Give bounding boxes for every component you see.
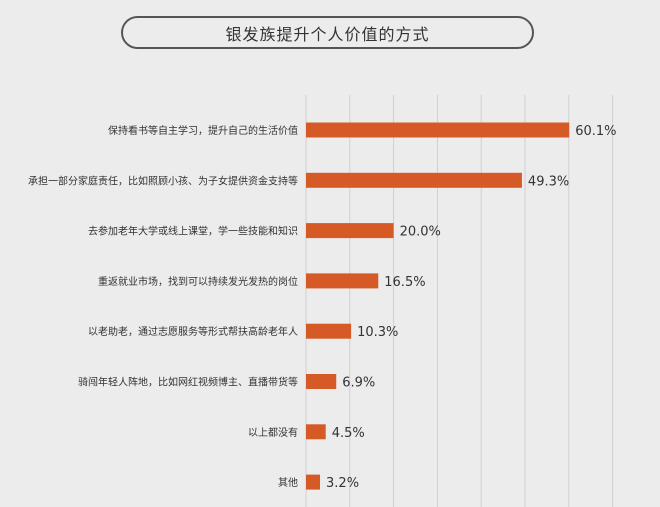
value-label: 60.1% — [575, 124, 616, 139]
category-label: 保持看书等自主学习，提升自己的生活价值 — [108, 124, 298, 137]
category-label: 承担一部分家庭责任，比如照顾小孩、为子女提供资金支持等 — [28, 174, 298, 187]
bar — [306, 122, 570, 138]
category-label: 其他 — [278, 476, 298, 489]
bar — [306, 424, 326, 440]
bar — [306, 474, 321, 490]
bar — [306, 374, 337, 389]
value-label: 3.2% — [326, 476, 359, 491]
value-label: 6.9% — [342, 376, 375, 391]
bar — [306, 172, 522, 188]
value-label: 49.3% — [528, 174, 569, 189]
bar — [306, 223, 394, 239]
chart-title: 银发族提升个人价值的方式 — [121, 16, 534, 49]
category-label: 骑闯年轻人阵地，比如网红视频博主、直播带货等 — [78, 376, 298, 389]
category-label: 以老助老，通过志愿服务等形式帮扶高龄老年人 — [88, 325, 298, 338]
bar — [306, 273, 379, 289]
category-label: 以上都没有 — [248, 426, 298, 439]
bar — [306, 323, 352, 339]
value-label: 20.0% — [400, 225, 441, 240]
category-label: 重返就业市场，找到可以持续发光发热的岗位 — [98, 275, 298, 288]
value-label: 4.5% — [332, 426, 365, 441]
value-label: 16.5% — [384, 275, 425, 290]
value-label: 10.3% — [357, 325, 398, 340]
category-label: 去参加老年大学或线上课堂，学一些技能和知识 — [88, 225, 298, 238]
